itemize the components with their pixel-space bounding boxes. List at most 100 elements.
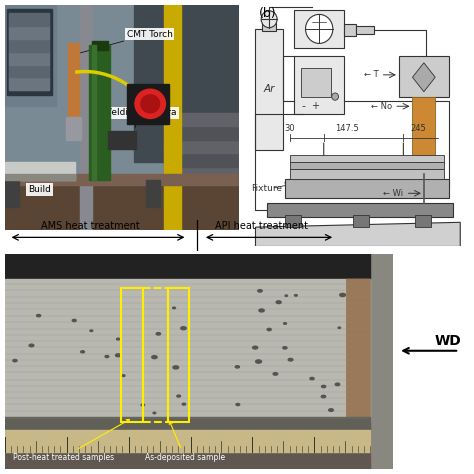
Circle shape xyxy=(267,328,271,331)
Bar xyxy=(5,280,370,422)
Bar xyxy=(5,173,75,180)
Bar xyxy=(164,140,239,154)
Circle shape xyxy=(236,403,240,406)
Circle shape xyxy=(141,404,145,406)
Circle shape xyxy=(181,327,186,330)
Bar xyxy=(68,43,79,128)
Text: (b): (b) xyxy=(259,7,277,20)
Bar xyxy=(5,173,239,185)
Circle shape xyxy=(105,356,109,357)
Text: AMS heat treatment: AMS heat treatment xyxy=(41,221,140,231)
Circle shape xyxy=(29,344,34,347)
Bar xyxy=(164,167,239,180)
Circle shape xyxy=(122,375,125,376)
Bar xyxy=(9,39,49,52)
Text: 245: 245 xyxy=(410,124,426,133)
Circle shape xyxy=(273,373,278,375)
Bar xyxy=(399,55,449,97)
Circle shape xyxy=(321,395,326,398)
Circle shape xyxy=(152,356,157,359)
Circle shape xyxy=(261,11,277,27)
Circle shape xyxy=(182,403,186,405)
Bar xyxy=(5,176,239,230)
Bar xyxy=(143,288,168,422)
Circle shape xyxy=(328,409,333,411)
Bar xyxy=(9,13,49,26)
Circle shape xyxy=(255,360,262,363)
Circle shape xyxy=(81,351,84,353)
Text: 30: 30 xyxy=(284,124,295,133)
Text: As-deposited sample: As-deposited sample xyxy=(145,421,225,462)
Bar xyxy=(285,179,449,198)
Bar xyxy=(5,5,56,106)
Circle shape xyxy=(13,359,17,362)
Bar xyxy=(91,46,96,180)
Bar xyxy=(412,97,435,174)
Circle shape xyxy=(283,323,286,324)
Bar xyxy=(344,24,356,36)
Bar xyxy=(285,215,301,227)
Bar xyxy=(168,288,189,422)
Bar xyxy=(134,92,167,106)
Bar xyxy=(415,215,431,227)
Bar xyxy=(5,181,19,208)
Bar xyxy=(5,418,370,430)
Circle shape xyxy=(321,385,326,388)
Bar xyxy=(294,9,344,48)
Bar xyxy=(5,430,370,452)
Bar xyxy=(7,9,52,95)
Circle shape xyxy=(294,294,297,296)
Bar xyxy=(127,83,169,124)
Circle shape xyxy=(276,301,281,303)
Circle shape xyxy=(36,315,41,317)
Bar xyxy=(5,254,370,280)
Bar xyxy=(356,27,374,34)
Circle shape xyxy=(90,330,93,331)
Text: Post-heat treated samples: Post-heat treated samples xyxy=(12,419,129,462)
Bar xyxy=(9,26,49,39)
Text: CMT Torch: CMT Torch xyxy=(78,29,173,54)
Text: ← No: ← No xyxy=(371,102,392,111)
Bar xyxy=(80,5,91,230)
Bar xyxy=(164,5,181,230)
Text: WD: WD xyxy=(435,334,461,348)
Circle shape xyxy=(253,346,258,349)
Circle shape xyxy=(173,366,179,369)
Bar xyxy=(255,29,283,150)
Circle shape xyxy=(258,290,262,292)
Text: 147.5: 147.5 xyxy=(335,124,358,133)
Text: +: + xyxy=(310,101,319,111)
Polygon shape xyxy=(347,280,370,435)
Text: Fixture: Fixture xyxy=(251,184,282,193)
Bar xyxy=(5,426,370,469)
Bar xyxy=(164,113,239,127)
Bar xyxy=(9,77,49,91)
Circle shape xyxy=(310,377,314,380)
Circle shape xyxy=(135,89,165,118)
Bar xyxy=(134,5,239,163)
Bar xyxy=(262,22,276,31)
Bar xyxy=(5,162,75,180)
Bar xyxy=(290,162,444,169)
Bar xyxy=(91,41,108,50)
Bar xyxy=(164,126,239,140)
Bar xyxy=(89,46,110,180)
Circle shape xyxy=(288,358,293,361)
Circle shape xyxy=(235,366,239,368)
Text: -: - xyxy=(301,101,305,111)
Circle shape xyxy=(141,95,160,113)
Circle shape xyxy=(177,395,181,397)
Circle shape xyxy=(259,309,264,312)
Circle shape xyxy=(338,327,341,328)
Bar xyxy=(146,181,160,208)
Text: Welding camera: Welding camera xyxy=(103,109,177,128)
Bar xyxy=(9,52,49,64)
Bar xyxy=(267,203,454,218)
Circle shape xyxy=(306,14,333,44)
Bar xyxy=(9,64,49,77)
Circle shape xyxy=(153,412,156,414)
Bar xyxy=(66,118,81,140)
Bar xyxy=(164,153,239,167)
Text: API heat treatment: API heat treatment xyxy=(215,221,308,231)
Polygon shape xyxy=(412,63,435,92)
